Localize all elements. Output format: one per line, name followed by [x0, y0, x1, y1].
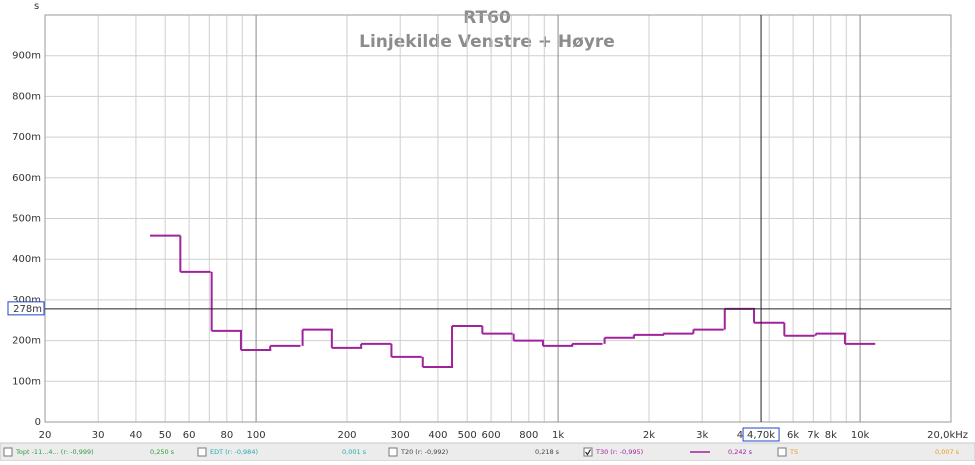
legend-value: 0,218 s	[535, 448, 560, 456]
x-tick-label: 80	[220, 430, 233, 441]
cursor-x-label: 4,70k	[747, 430, 775, 441]
x-tick-label: 60	[183, 430, 196, 441]
x-tick-label: 6k	[787, 430, 799, 441]
x-tick-label: 500	[458, 430, 477, 441]
plot-frame	[44, 14, 952, 423]
y-tick-label: 900m	[12, 51, 41, 62]
legend-bar	[0, 442, 975, 462]
x-tick-label: 400	[428, 430, 447, 441]
legend-name: EDT (r: -0,984)	[210, 448, 258, 456]
y-tick-label: 100m	[12, 376, 41, 387]
cursor-y-label: 278m	[13, 304, 42, 315]
y-tick-label: 500m	[12, 214, 41, 225]
legend-checkbox	[197, 447, 207, 457]
x-tick-label: 200	[337, 430, 356, 441]
chart-subtitle: Linjekilde Venstre + Høyre	[359, 32, 615, 52]
x-tick-label: 1k	[552, 430, 564, 441]
x-tick-label: 8k	[825, 430, 837, 441]
legend-checkbox	[3, 447, 13, 457]
x-tick-label: 50	[159, 430, 172, 441]
y-tick-label: 800m	[12, 91, 41, 102]
legend-value: 0,001 s	[342, 448, 367, 456]
legend-value: 0,007 s	[935, 448, 960, 456]
legend-checkbox	[583, 447, 593, 457]
chart-title: RT60	[463, 8, 511, 28]
x-tick-label: 2k	[643, 430, 655, 441]
x-tick-label: 3k	[696, 430, 708, 441]
y-tick-label: 0	[35, 417, 41, 428]
legend-value: 0,242 s	[728, 448, 753, 456]
y-tick-label: 200m	[12, 336, 41, 347]
y-tick-label: 300m	[12, 295, 41, 306]
legend-name: Topt -11...4... (r: -0,999)	[15, 448, 94, 456]
x-tick-label: 800	[519, 430, 538, 441]
legend-checkbox	[777, 447, 787, 457]
x-tick-label: 40	[130, 430, 143, 441]
y-tick-label: 700m	[12, 132, 41, 143]
x-tick-label: 30	[92, 430, 105, 441]
y-unit: s	[34, 1, 39, 12]
legend-checkbox	[388, 447, 398, 457]
legend-name: T20 (r: -0,992)	[400, 448, 448, 456]
legend-value: 0,250 s	[150, 448, 175, 456]
x-tick-label: 10k	[851, 430, 870, 441]
x-tick-label: 300	[391, 430, 410, 441]
y-tick-label: 400m	[12, 254, 41, 265]
cursor-label-box	[7, 301, 45, 316]
legend-name: TS	[789, 448, 798, 456]
x-tick-label: 600	[482, 430, 501, 441]
legend-name: T30 (r: -0,995)	[595, 448, 643, 456]
x-tick-label: 20,0kHz	[927, 430, 968, 441]
x-tick-label: 4	[737, 430, 743, 441]
x-tick-label: 100	[247, 430, 266, 441]
x-tick-label: 7k	[807, 430, 819, 441]
y-tick-label: 600m	[12, 173, 41, 184]
cursor-label-box	[742, 427, 780, 442]
x-tick-label: 20	[39, 430, 52, 441]
legend-checkmark	[585, 449, 592, 456]
